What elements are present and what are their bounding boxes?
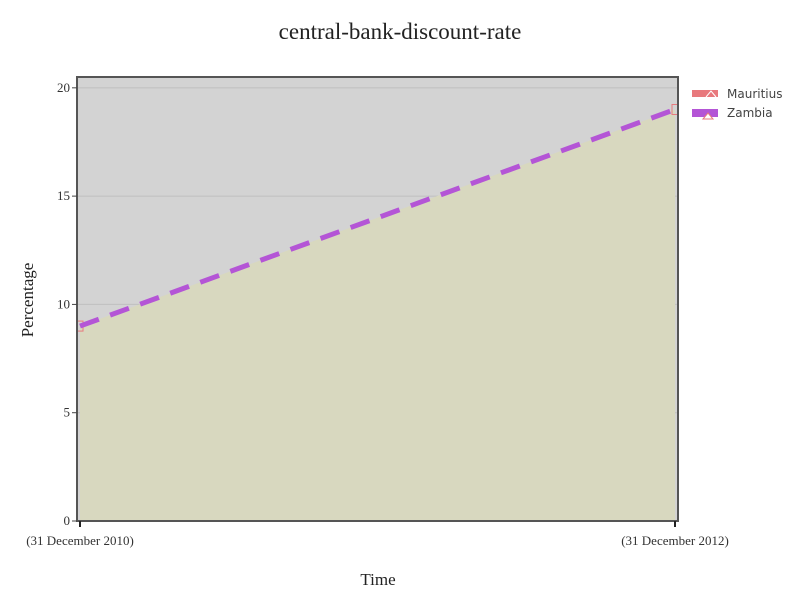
legend-label: Mauritius xyxy=(727,87,782,101)
y-tick-label: 20 xyxy=(57,80,70,95)
y-tick-label: 10 xyxy=(57,296,70,311)
x-axis: (31 December 2010) (31 December 2012) xyxy=(26,521,729,548)
y-axis-label: Percentage xyxy=(18,263,37,338)
legend-swatch xyxy=(692,90,718,97)
legend-swatch xyxy=(692,109,718,117)
legend-label: Zambia xyxy=(727,106,773,120)
legend-hatch xyxy=(701,112,715,120)
y-tick-label: 5 xyxy=(64,405,71,420)
line-layer xyxy=(79,107,676,329)
legend-hatch xyxy=(705,90,717,98)
y-axis: 0 5 10 15 20 xyxy=(57,80,77,528)
y-tick-label: 0 xyxy=(64,513,71,528)
series-line-zambia xyxy=(79,107,676,329)
y-tick-label: 15 xyxy=(57,188,70,203)
x-tick-label: (31 December 2010) xyxy=(26,533,134,548)
legend-item-zambia[interactable]: Zambia xyxy=(692,106,773,120)
plot-frame xyxy=(76,76,679,522)
chart-title: central-bank-discount-rate xyxy=(279,19,522,44)
x-axis-label: Time xyxy=(360,570,395,589)
x-tick-label: (31 December 2012) xyxy=(621,533,729,548)
legend[interactable]: Mauritius Zambia xyxy=(692,87,782,120)
legend-item-mauritius[interactable]: Mauritius xyxy=(692,87,782,101)
series-area-mauritius xyxy=(80,109,675,522)
